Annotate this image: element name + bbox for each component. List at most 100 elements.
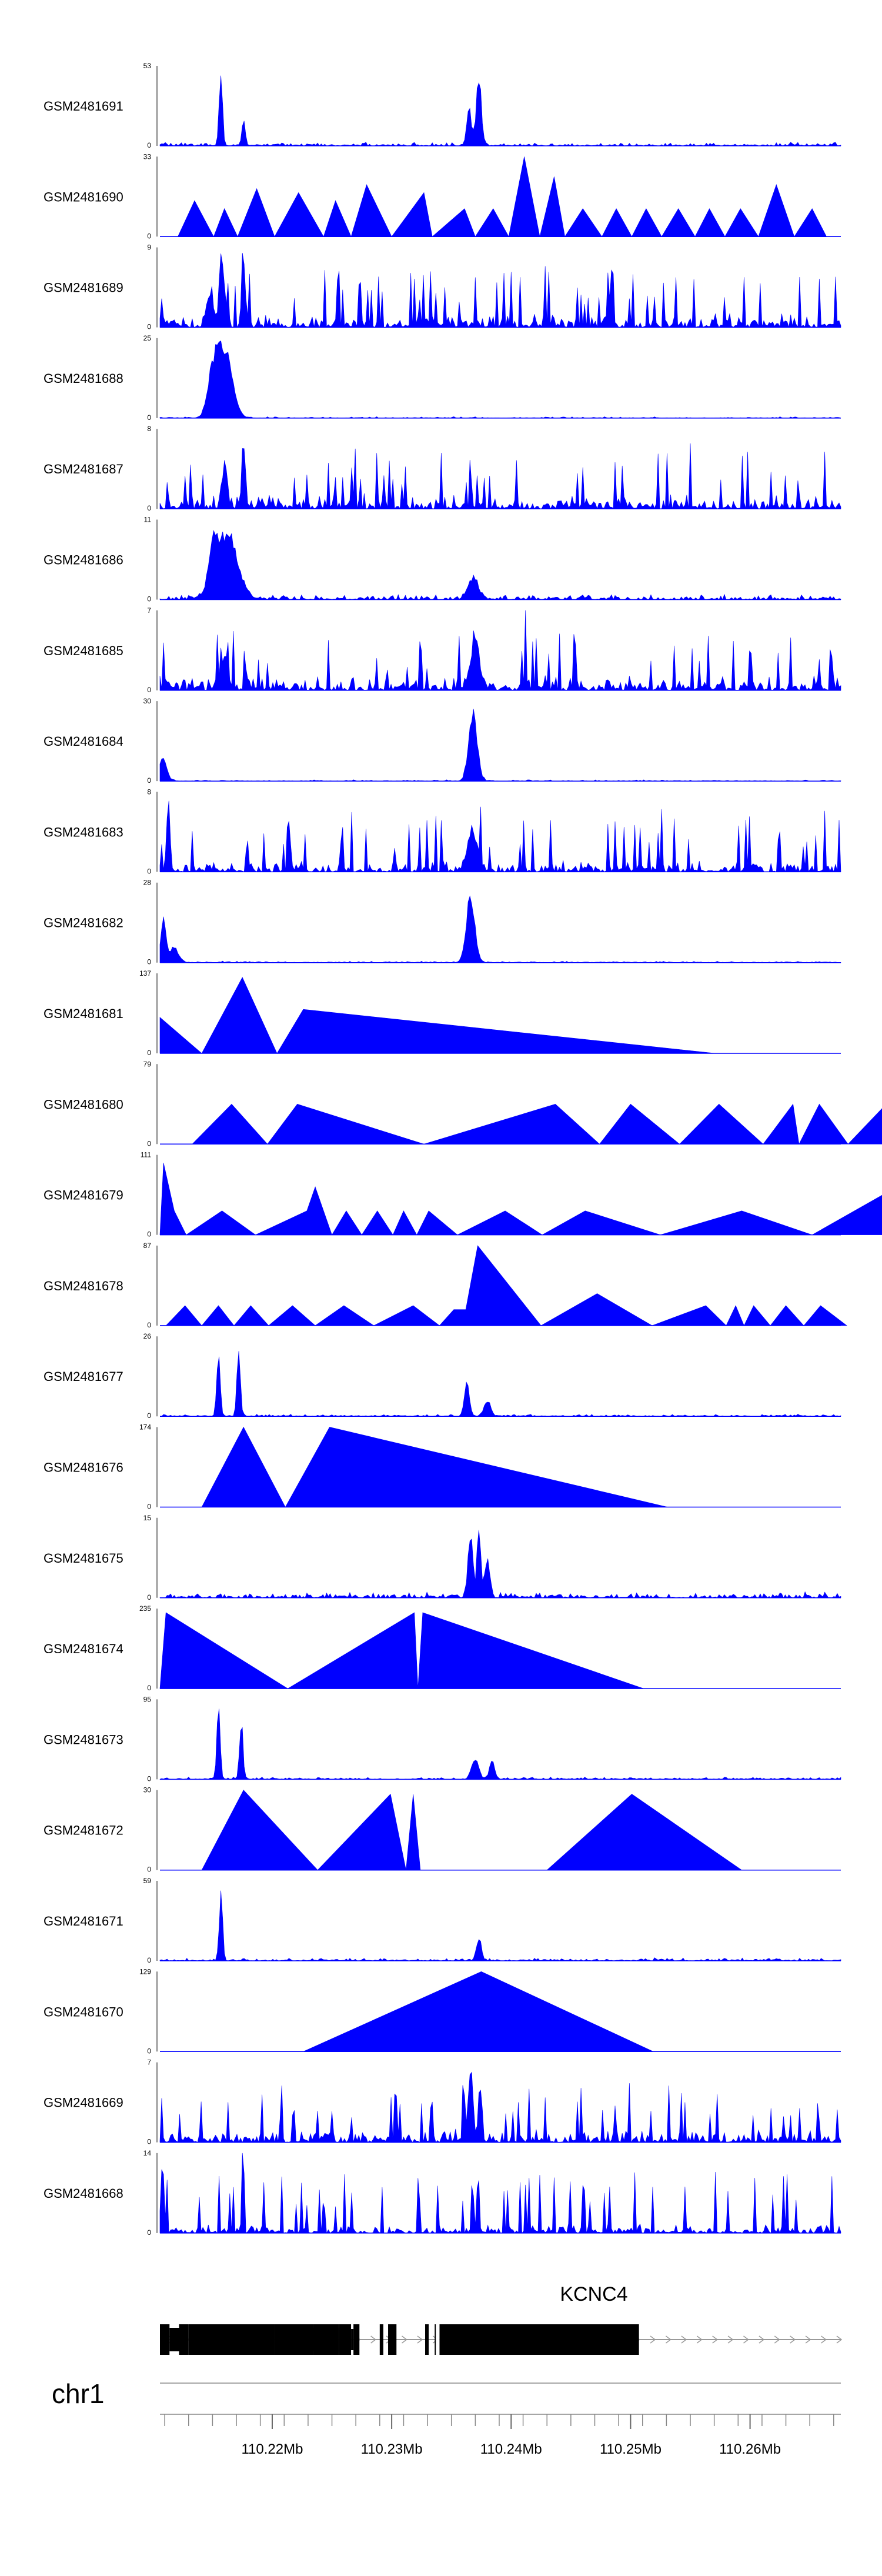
coverage-area — [165, 1245, 848, 1326]
track-GSM2481687: GSM2481687 8 0 — [44, 425, 841, 512]
coverage-area — [192, 1103, 882, 1145]
track-label: GSM2481685 — [44, 643, 123, 658]
track-GSM2481668: GSM2481668 14 0 — [44, 2149, 841, 2237]
track-GSM2481679: GSM2481679 111 0 — [44, 1151, 882, 1239]
track-label: GSM2481687 — [44, 462, 123, 476]
coverage-area — [159, 253, 841, 328]
y-max-tick-label: 26 — [143, 1332, 152, 1340]
x-tick-label: 110.24Mb — [480, 2441, 542, 2457]
coverage-area — [178, 156, 827, 238]
exon-block — [351, 2329, 354, 2350]
track-GSM2481689: GSM2481689 9 0 — [44, 243, 841, 331]
coverage-area — [159, 2153, 841, 2234]
exon-block — [435, 2324, 436, 2355]
y-min-tick-label: 0 — [147, 595, 151, 603]
y-min-tick-label: 0 — [147, 1774, 151, 1783]
strand-arrow — [727, 2335, 734, 2344]
track-GSM2481671: GSM2481671 59 0 — [44, 1877, 841, 1964]
track-label: GSM2481679 — [44, 1188, 123, 1203]
track-label: GSM2481669 — [44, 2095, 123, 2110]
strand-arrow — [836, 2335, 843, 2344]
y-max-tick-label: 7 — [147, 2058, 151, 2067]
strand-arrow — [759, 2335, 765, 2344]
y-min-tick-label: 0 — [147, 323, 151, 331]
track-label: GSM2481691 — [44, 99, 123, 114]
track-GSM2481685: GSM2481685 7 0 — [44, 606, 841, 694]
y-min-tick-label: 0 — [147, 867, 151, 875]
track-GSM2481676: GSM2481676 174 0 — [44, 1423, 841, 1511]
y-max-tick-label: 8 — [147, 788, 151, 796]
x-tick-label: 110.25Mb — [600, 2441, 662, 2457]
y-max-tick-label: 79 — [143, 1060, 152, 1068]
strand-arrow — [650, 2335, 656, 2344]
y-max-tick-label: 111 — [141, 1151, 152, 1159]
y-max-tick-label: 129 — [139, 1967, 151, 1976]
track-label: GSM2481673 — [44, 1732, 123, 1747]
coverage-area — [201, 1426, 668, 1508]
exon-block — [275, 2324, 313, 2355]
strand-arrow — [805, 2335, 811, 2344]
strand-arrow — [774, 2335, 780, 2344]
track-label: GSM2481686 — [44, 553, 123, 568]
coverage-area — [159, 1612, 644, 1689]
exon-block — [313, 2328, 339, 2351]
y-max-tick-label: 174 — [139, 1423, 151, 1432]
y-min-tick-label: 0 — [147, 1593, 151, 1601]
exon-block — [160, 2324, 170, 2355]
y-min-tick-label: 0 — [147, 504, 151, 512]
y-min-tick-label: 0 — [147, 1866, 151, 1874]
coverage-area — [159, 2071, 841, 2143]
y-min-tick-label: 0 — [147, 1503, 151, 1511]
track-label: GSM2481680 — [44, 1097, 123, 1112]
coverage-area — [159, 1351, 841, 1417]
y-min-tick-label: 0 — [147, 2047, 151, 2055]
track-GSM2481684: GSM2481684 30 0 — [44, 697, 841, 785]
exon-block — [379, 2324, 383, 2355]
strand-arrow — [712, 2335, 718, 2344]
track-GSM2481669: GSM2481669 7 0 — [44, 2058, 841, 2146]
track-label: GSM2481675 — [44, 1551, 123, 1566]
gene-model-track: KCNC4 — [160, 2283, 843, 2355]
exon-gap — [436, 2324, 440, 2355]
track-label: GSM2481677 — [44, 1369, 123, 1384]
track-GSM2481690: GSM2481690 33 0 — [44, 152, 841, 240]
y-max-tick-label: 7 — [147, 606, 151, 615]
y-max-tick-label: 53 — [143, 62, 152, 70]
coverage-area — [159, 709, 841, 782]
x-tick-label: 110.26Mb — [719, 2441, 781, 2457]
track-label: GSM2481670 — [44, 2004, 123, 2019]
exon-block — [353, 2324, 360, 2355]
strand-arrow — [370, 2335, 376, 2344]
y-min-tick-label: 0 — [147, 1684, 151, 1692]
strand-arrow — [821, 2335, 827, 2344]
exon-block — [339, 2324, 352, 2355]
track-GSM2481674: GSM2481674 235 0 — [44, 1604, 841, 1692]
track-GSM2481691: GSM2481691 53 0 — [44, 62, 841, 149]
x-tick-label: 110.22Mb — [241, 2441, 303, 2457]
exon-block — [169, 2328, 179, 2351]
coverage-area — [159, 1890, 841, 1961]
y-max-tick-label: 28 — [143, 879, 152, 887]
track-label: GSM2481689 — [44, 281, 123, 295]
y-max-tick-label: 59 — [143, 1877, 152, 1885]
y-max-tick-label: 30 — [143, 1786, 152, 1794]
y-min-tick-label: 0 — [147, 686, 151, 694]
track-label: GSM2481671 — [44, 1914, 123, 1928]
gene-label: KCNC4 — [560, 2283, 627, 2305]
track-label: GSM2481688 — [44, 371, 123, 386]
track-label: GSM2481674 — [44, 1641, 123, 1656]
y-max-tick-label: 15 — [143, 1514, 152, 1522]
coverage-area — [159, 610, 841, 691]
exon-block — [425, 2324, 429, 2355]
strand-arrow — [696, 2335, 703, 2344]
track-GSM2481688: GSM2481688 25 0 — [44, 334, 841, 422]
y-min-tick-label: 0 — [147, 141, 151, 149]
y-min-tick-label: 0 — [147, 776, 151, 785]
track-label: GSM2481683 — [44, 825, 123, 839]
track-label: GSM2481682 — [44, 916, 123, 930]
track-GSM2481677: GSM2481677 26 0 — [44, 1332, 841, 1420]
exon-block — [439, 2324, 639, 2355]
y-min-tick-label: 0 — [147, 2138, 151, 2146]
track-GSM2481686: GSM2481686 11 0 — [44, 516, 841, 603]
